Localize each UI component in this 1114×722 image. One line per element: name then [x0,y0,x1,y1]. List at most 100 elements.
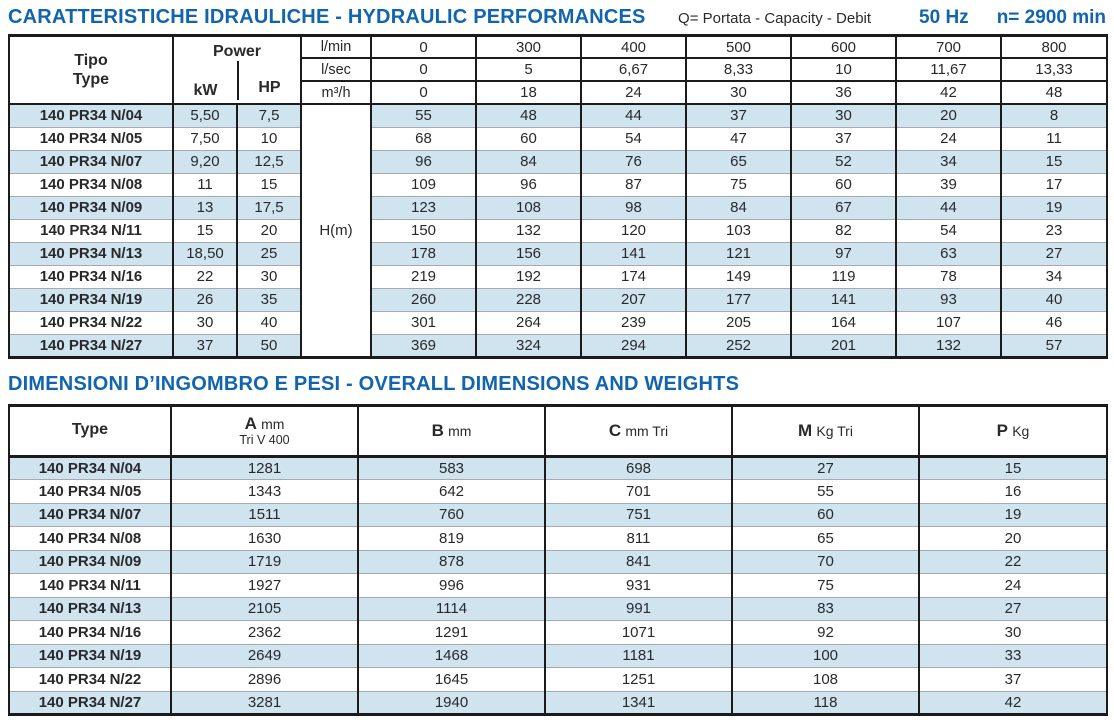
pump-model-cell: 140 PR34 N/09 [9,195,173,219]
dimensions-table-head: Type A mm Tri V 400 B mm C mm Tri M Kg T… [8,404,1108,458]
dim-b-letter: B [431,420,444,440]
head-value-cell: 39 [895,172,1002,196]
dimension-value-cell: 100 [731,643,919,668]
dim-p-header: P Kg [918,404,1108,458]
head-value-cell: 239 [580,310,687,334]
dimension-value-cell: 30 [918,620,1107,644]
head-value-cell: 82 [790,218,897,242]
pump-model-cell: 140 PR34 N/11 [9,218,173,242]
dimension-value-cell: 1343 [170,479,358,503]
hydraulic-table: Tipo Type Power kW HP l/min 0 300 400 500 60… [8,34,1109,359]
head-value-cell: 19 [1000,195,1108,219]
head-value-cell: 65 [685,149,792,173]
dimension-value-cell: 2362 [170,620,358,644]
pump-model-cell: 140 PR34 N/09 [9,549,171,574]
hydraulic-table-head: Tipo Type Power kW HP l/min 0 300 400 500 60… [8,34,1109,105]
dim-p-letter: P [996,420,1009,440]
dimension-value-cell: 15 [918,455,1107,480]
dim-b-header: B mm [357,404,546,458]
hp-value-cell: 40 [235,310,302,334]
pump-model-cell: 140 PR34 N/27 [9,333,173,357]
head-value-cell: 60 [475,126,582,150]
head-value-cell: 141 [580,241,687,265]
pump-model-cell: 140 PR34 N/07 [9,149,173,173]
dimension-value-cell: 1719 [170,549,358,574]
dimension-value-cell: 19 [918,502,1107,527]
dimension-value-cell: 42 [918,690,1107,715]
head-value-cell: 44 [895,195,1002,219]
head-value-cell: 132 [895,333,1002,357]
head-value-cell: 47 [685,126,792,150]
flow-value-cell: 5 [475,57,583,83]
flow-value-cell: 0 [370,80,478,105]
head-value-cell: 121 [685,241,792,265]
head-value-cell: 103 [685,218,792,242]
hp-value-cell: 25 [235,241,302,265]
dimension-value-cell: 60 [731,502,919,527]
dimension-value-cell: 22 [918,549,1107,574]
hydraulic-table-body: 140 PR34 N/04 5,50 7,5 H(m) 55 48 44 37 30 20 8 140… [9,103,1108,357]
dimension-value-cell: 27 [918,596,1107,621]
dim-a-letter: A [244,413,257,433]
head-value-cell: 20 [895,103,1002,127]
dimension-value-cell: 33 [918,643,1107,668]
frequency-label: 50 Hz [919,7,969,28]
dimensions-row: 140 PR34 N/13 2105 1114 991 83 27 [9,596,1107,621]
head-value-cell: 17 [1000,172,1108,196]
head-value-cell: 97 [790,241,897,265]
pump-model-cell: 140 PR34 N/08 [9,172,173,196]
flow-value-cell: 36 [790,80,898,105]
head-value-cell: 264 [475,310,582,334]
dimension-value-cell: 37 [918,667,1107,691]
head-value-cell: 15 [1000,149,1108,173]
hp-value-cell: 7,5 [235,103,302,127]
kw-value-cell: 5,50 [172,103,237,127]
head-value-cell: 30 [790,103,897,127]
dimension-value-cell: 841 [544,549,732,574]
head-value-cell: 44 [580,103,687,127]
dimensions-row: 140 PR34 N/16 2362 1291 1071 92 30 [9,620,1107,644]
head-value-cell: 108 [475,195,582,219]
hp-value-cell: 15 [235,172,302,196]
dimension-value-cell: 1281 [170,455,358,480]
hydraulic-row: 140 PR34 N/08 11 15 109 96 87 75 60 39 17 [9,172,1108,196]
tipo-label: Tipo [74,51,108,69]
head-value-cell: 260 [370,287,477,311]
pump-model-cell: 140 PR34 N/19 [9,643,171,668]
head-value-cell: 40 [1000,287,1108,311]
dimension-value-cell: 2105 [170,596,358,621]
flow-row-m3h: m³/h 0 18 24 30 36 42 48 [9,80,1109,105]
kw-label: kW [193,82,218,99]
flow-value-cell: 300 [475,34,583,60]
head-value-cell: 67 [790,195,897,219]
dim-a-unit: mm [261,415,285,432]
head-value-cell: 192 [475,264,582,288]
dimension-value-cell: 642 [357,479,545,503]
pump-model-cell: 140 PR34 N/27 [9,690,171,715]
head-value-cell: 228 [475,287,582,311]
dim-type-header: Type [8,404,172,458]
dimension-value-cell: 1181 [544,643,732,668]
dim-c-letter: C [608,420,622,440]
head-value-cell: 87 [580,172,687,196]
dimension-value-cell: 1251 [544,667,732,691]
kw-value-cell: 26 [172,287,237,311]
flow-unit-m3h: m³/h [300,80,373,105]
head-value-cell: 34 [1000,264,1108,288]
dimensions-row: 140 PR34 N/27 3281 1940 1341 118 42 [9,690,1107,715]
head-value-cell: 219 [370,264,477,288]
head-value-cell: 123 [370,195,477,219]
flow-value-cell: 0 [370,57,478,83]
dimensions-table-body: 140 PR34 N/04 1281 583 698 27 15 140 PR34 N/05… [9,455,1107,715]
dimension-value-cell: 1341 [544,690,732,715]
flow-legend: Q= Portata - Capacity - Debit [678,10,872,27]
power-header: Power kW HP [171,34,303,105]
dimension-value-cell: 996 [357,573,545,597]
kw-value-cell: 37 [172,333,237,357]
head-value-cell: 109 [370,172,477,196]
dimensions-row: 140 PR34 N/19 2649 1468 1181 100 33 [9,643,1107,668]
head-value-cell: 34 [895,149,1002,173]
flow-value-cell: 500 [685,34,793,60]
flow-unit-lsec: l/sec [300,57,373,83]
head-value-cell: 207 [580,287,687,311]
